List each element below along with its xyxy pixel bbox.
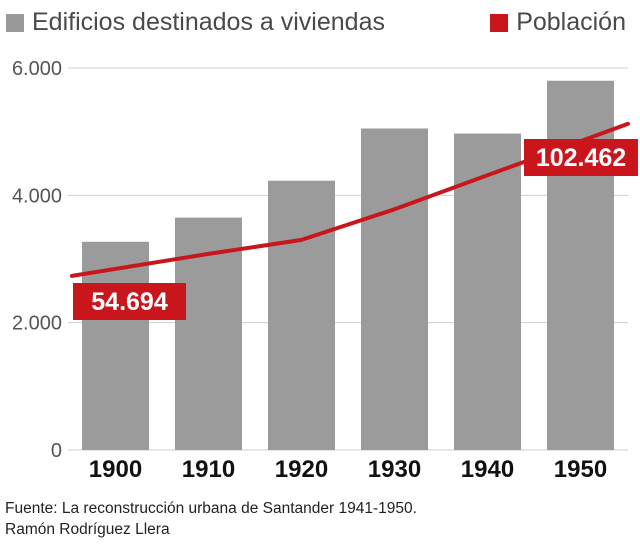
x-tick-label: 1950 [554, 456, 607, 483]
value-callout-label: 54.694 [91, 288, 168, 316]
x-tick-label: 1930 [368, 456, 421, 483]
legend-label-population: Población [516, 8, 626, 36]
legend-item-population: Población [490, 8, 626, 37]
source-line-1: Fuente: La reconstrucción urbana de Sant… [5, 500, 417, 517]
y-tick-label: 6.000 [12, 58, 62, 80]
value-callout-box [73, 283, 186, 320]
x-tick-label: 1900 [89, 456, 142, 483]
value-callout-label: 102.462 [536, 144, 626, 172]
bar [268, 180, 335, 450]
source-line-2: Ramón Rodríguez Llera [5, 521, 170, 538]
value-callout-box [524, 139, 638, 176]
legend-item-buildings: Edificios destinados a viviendas [6, 8, 385, 37]
y-tick-label: 4.000 [12, 185, 62, 207]
legend-swatch-population [490, 13, 509, 32]
bar [361, 128, 428, 450]
chart-canvas: 0 2.000 4.000 6.000 1900 1910 1920 1930 1940 1950… [12, 58, 638, 483]
source-note: Fuente: La reconstrucción urbana de Sant… [5, 498, 417, 540]
legend-swatch-buildings [6, 13, 24, 32]
bar [547, 80, 614, 450]
x-tick-label: 1910 [182, 456, 235, 483]
x-tick-label: 1940 [461, 456, 514, 483]
legend-label-buildings: Edificios destinados a viviendas [32, 8, 385, 36]
y-tick-label: 0 [51, 440, 62, 462]
bar [454, 133, 521, 450]
chart-legend: Edificios destinados a viviendas Poblaci… [0, 8, 640, 44]
y-tick-label: 2.000 [12, 313, 62, 335]
x-tick-label: 1920 [275, 456, 328, 483]
bar [82, 241, 149, 450]
